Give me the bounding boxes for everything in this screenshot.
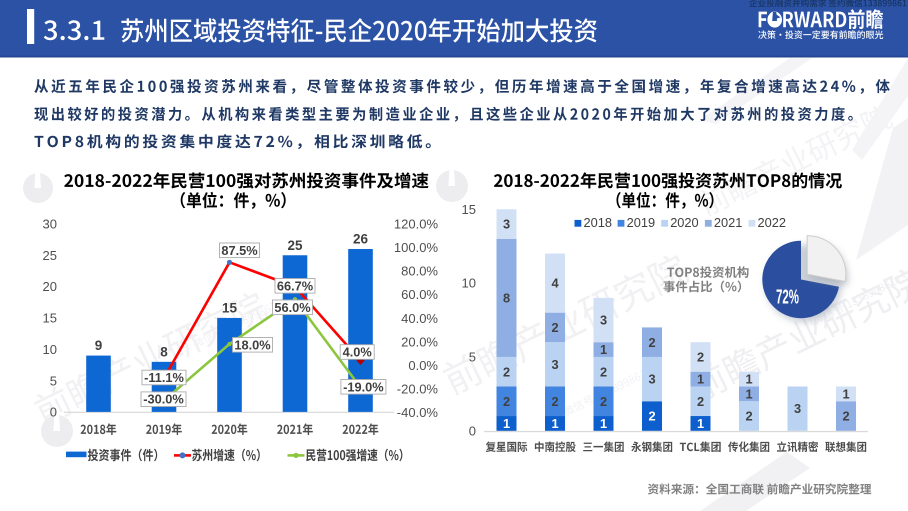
svg-text:2: 2 (600, 364, 607, 379)
svg-text:8: 8 (160, 344, 168, 359)
svg-text:3: 3 (648, 372, 655, 387)
svg-text:30: 30 (43, 217, 57, 232)
svg-text:2: 2 (697, 350, 704, 365)
svg-text:2020: 2020 (670, 215, 698, 230)
svg-text:120.0%: 120.0% (394, 217, 439, 232)
svg-text:4.0%: 4.0% (343, 345, 373, 360)
svg-text:1: 1 (551, 416, 558, 431)
svg-text:3: 3 (794, 401, 801, 416)
svg-text:60.0%: 60.0% (401, 287, 438, 302)
svg-text:2022: 2022 (758, 215, 786, 230)
svg-text:5: 5 (50, 373, 57, 388)
svg-text:25: 25 (43, 248, 57, 263)
svg-text:1: 1 (697, 372, 704, 387)
svg-text:3: 3 (551, 357, 558, 372)
svg-text:10: 10 (462, 276, 476, 291)
svg-text:56.0%: 56.0% (274, 300, 311, 315)
svg-text:20: 20 (43, 279, 57, 294)
svg-text:100.0%: 100.0% (394, 240, 439, 255)
svg-text:8: 8 (503, 290, 510, 305)
svg-text:2: 2 (745, 409, 752, 424)
svg-text:3: 3 (600, 313, 607, 328)
svg-text:80.0%: 80.0% (401, 264, 438, 279)
svg-text:26: 26 (353, 231, 369, 246)
svg-text:1: 1 (745, 372, 752, 387)
svg-text:20.0%: 20.0% (401, 334, 438, 349)
svg-text:0.0%: 0.0% (408, 358, 438, 373)
svg-text:1: 1 (600, 342, 607, 357)
svg-text:2: 2 (503, 364, 510, 379)
svg-text:66.7%: 66.7% (277, 278, 314, 293)
svg-text:-40.0%: -40.0% (397, 405, 439, 420)
svg-text:2: 2 (648, 335, 655, 350)
svg-text:3: 3 (503, 217, 510, 232)
svg-text:2021: 2021 (714, 215, 742, 230)
svg-text:15: 15 (462, 202, 476, 217)
svg-text:87.5%: 87.5% (221, 243, 258, 258)
svg-text:2019: 2019 (627, 215, 655, 230)
svg-text:10: 10 (43, 342, 57, 357)
svg-text:5: 5 (469, 350, 476, 365)
svg-text:2: 2 (551, 394, 558, 409)
svg-text:1: 1 (697, 416, 704, 431)
svg-text:-30.0%: -30.0% (143, 392, 184, 407)
svg-text:1: 1 (503, 416, 510, 431)
svg-text:2: 2 (503, 394, 510, 409)
svg-text:2: 2 (842, 409, 849, 424)
svg-text:9: 9 (95, 338, 103, 353)
svg-text:72%: 72% (776, 285, 799, 308)
svg-text:15: 15 (43, 311, 57, 326)
svg-text:2: 2 (697, 394, 704, 409)
svg-text:18.0%: 18.0% (234, 337, 271, 352)
svg-text:2: 2 (551, 320, 558, 335)
svg-text:0: 0 (50, 405, 57, 420)
svg-text:-19.0%: -19.0% (343, 379, 384, 394)
svg-text:40.0%: 40.0% (401, 311, 438, 326)
svg-text:1: 1 (600, 416, 607, 431)
svg-text:15: 15 (222, 300, 238, 315)
svg-text:4: 4 (551, 276, 559, 291)
svg-text:1: 1 (745, 386, 752, 401)
svg-text:0: 0 (469, 423, 476, 438)
svg-text:2018: 2018 (584, 215, 612, 230)
svg-text:25: 25 (287, 238, 303, 253)
svg-text:2: 2 (648, 409, 655, 424)
svg-text:1: 1 (842, 386, 849, 401)
svg-text:-20.0%: -20.0% (397, 381, 439, 396)
svg-text:2: 2 (600, 394, 607, 409)
svg-text:-11.1%: -11.1% (144, 370, 184, 385)
